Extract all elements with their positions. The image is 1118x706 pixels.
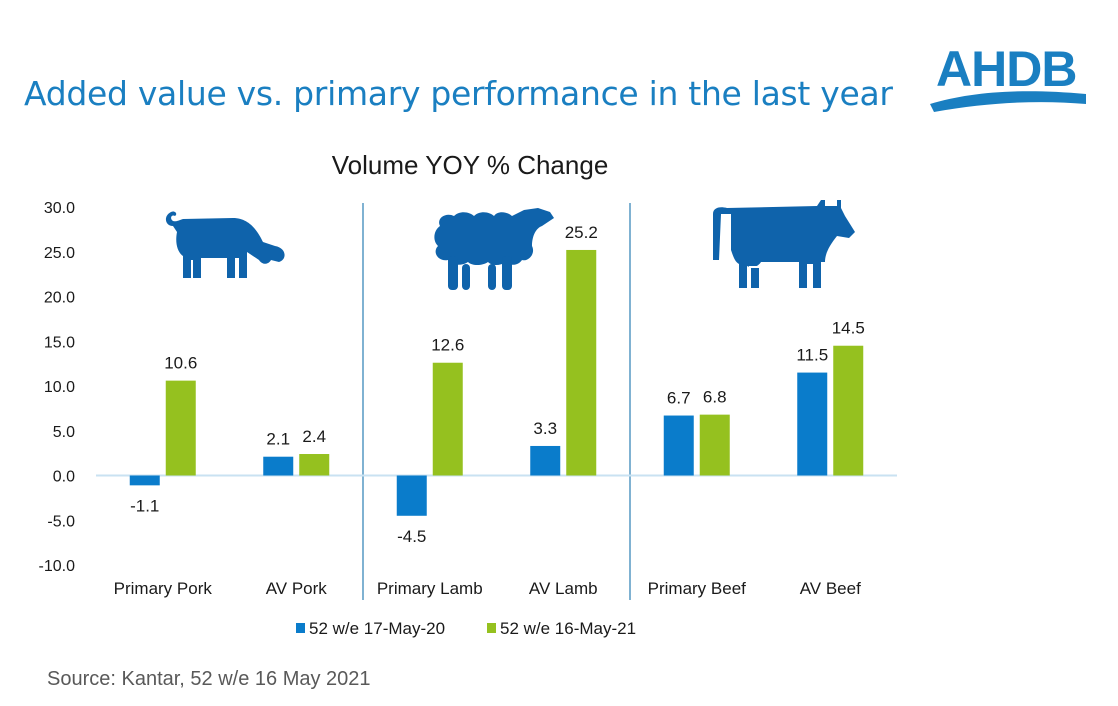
y-tick-label: 20.0: [44, 290, 75, 307]
group-dividers: [362, 203, 631, 600]
data-label: 2.1: [266, 430, 290, 449]
legend-label: 52 w/e 17-May-20: [309, 619, 445, 638]
y-axis: 30.0 25.0 20.0 15.0 10.0 5.0 0.0 -5.0 -10.0: [39, 200, 76, 575]
bar-2020: [797, 372, 828, 476]
y-tick-label: 10.0: [44, 379, 75, 396]
legend-swatch: [296, 623, 305, 633]
bar-2021: [699, 414, 730, 476]
legend-label: 52 w/e 16-May-21: [500, 619, 636, 638]
legend-swatch: [487, 623, 496, 633]
y-tick-label: 25.0: [44, 245, 75, 262]
chart-title: Volume YOY % Change: [332, 150, 609, 180]
logo-text: AHDB: [936, 41, 1077, 97]
data-label: 2.4: [302, 427, 326, 446]
y-tick-label: -5.0: [47, 513, 75, 530]
bar-2021: [299, 454, 330, 476]
x-tick-label: AV Pork: [266, 579, 328, 598]
x-tick-label: Primary Beef: [648, 579, 747, 598]
x-tick-label: AV Beef: [800, 579, 861, 598]
data-labels: -1.1 2.1 -4.5 3.3 6.7 11.5 10.6 2.4 12.6 25.2 6.8 1…: [130, 223, 865, 546]
y-tick-label: 30.0: [44, 200, 75, 217]
x-tick-label: AV Lamb: [529, 579, 598, 598]
bar-2020: [396, 475, 427, 516]
bar-2020: [129, 475, 160, 486]
data-label: 12.6: [431, 336, 464, 355]
sheep-icon: [434, 208, 554, 290]
pig-icon: [165, 211, 285, 278]
cow-icon: [713, 200, 855, 288]
data-label: 25.2: [565, 223, 598, 242]
legend: 52 w/e 17-May-20 52 w/e 16-May-21: [296, 619, 636, 638]
data-label: -4.5: [397, 527, 426, 546]
bar-2020: [263, 456, 294, 476]
bar-2020: [663, 415, 694, 476]
bar-2021: [833, 345, 864, 476]
page-title: Added value vs. primary performance in t…: [24, 74, 893, 113]
logo-wave-icon: [930, 91, 1086, 112]
y-tick-label: 5.0: [53, 424, 75, 441]
y-tick-label: 0.0: [53, 469, 75, 486]
data-label: 6.8: [703, 388, 727, 407]
y-tick-label: 15.0: [44, 334, 75, 351]
source-note: Source: Kantar, 52 w/e 16 May 2021: [47, 668, 371, 690]
ahdb-logo: AHDB: [930, 41, 1090, 114]
data-label: 10.6: [164, 354, 197, 373]
bar-2021: [566, 249, 597, 476]
data-label: 3.3: [533, 419, 557, 438]
bar-2020: [530, 445, 561, 476]
y-tick-label: -10.0: [39, 558, 76, 575]
x-axis-labels: Primary Pork AV Pork Primary Lamb AV Lamb Pr…: [114, 579, 861, 598]
data-label: 6.7: [667, 389, 691, 408]
bars: [129, 249, 864, 516]
bar-2021: [432, 362, 463, 476]
data-label: 14.5: [832, 319, 865, 338]
data-label: -1.1: [130, 496, 159, 515]
x-tick-label: Primary Lamb: [377, 579, 483, 598]
bar-2021: [165, 380, 196, 476]
x-tick-label: Primary Pork: [114, 579, 213, 598]
data-label: 11.5: [796, 346, 828, 365]
